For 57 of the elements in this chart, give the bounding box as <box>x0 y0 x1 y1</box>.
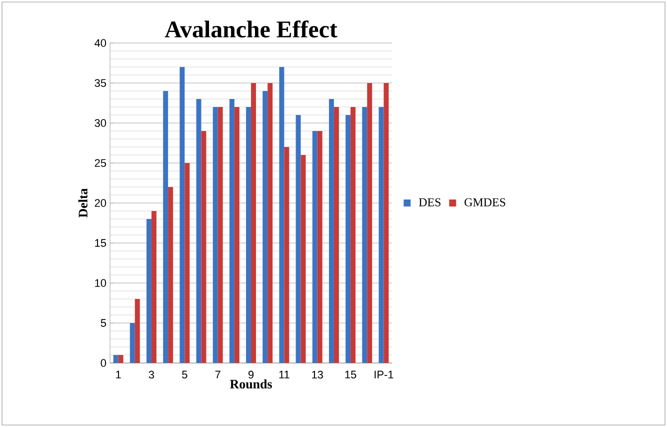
chart-title: Avalanche Effect <box>164 20 338 38</box>
bar <box>328 98 334 363</box>
bar <box>262 90 268 363</box>
y-tick-label: 25 <box>94 159 106 167</box>
bar <box>146 219 152 363</box>
y-tick-label: 35 <box>94 79 106 87</box>
bar <box>378 106 384 363</box>
x-tick-label: 15 <box>345 370 356 378</box>
x-tick-label: 3 <box>148 370 154 379</box>
bar <box>367 82 372 363</box>
bar <box>196 98 202 363</box>
bar <box>113 355 118 363</box>
bar <box>134 299 140 363</box>
x-tick-label: 11 <box>279 370 290 378</box>
x-tick-label: IP-1 <box>374 370 394 378</box>
bar <box>279 66 284 363</box>
bar <box>268 82 273 363</box>
y-tick-label: 40 <box>94 39 106 47</box>
x-tick-label: 7 <box>215 370 220 378</box>
bar <box>362 106 368 363</box>
bar <box>284 146 290 363</box>
bar <box>180 66 185 363</box>
y-tick-label: 5 <box>100 319 106 327</box>
bar <box>317 130 322 363</box>
bar <box>251 82 256 363</box>
bar <box>334 106 339 363</box>
y-axis-title: Delta <box>78 188 88 218</box>
y-tick-label: 10 <box>95 279 106 287</box>
bar <box>312 130 318 363</box>
x-axis-title: Rounds <box>230 379 272 389</box>
legend-label: DES <box>418 198 440 206</box>
legend-label: GMDES <box>464 198 506 206</box>
bar <box>212 106 218 363</box>
bar <box>163 90 168 363</box>
y-tick-label: 30 <box>94 119 106 127</box>
y-tick-label: 0 <box>100 359 106 367</box>
bar <box>201 130 206 363</box>
bar <box>234 106 240 363</box>
bar <box>350 106 356 363</box>
x-tick-label: 5 <box>182 370 188 378</box>
bar <box>118 355 124 363</box>
x-tick-label: 13 <box>312 370 323 379</box>
bar <box>229 98 234 363</box>
bar <box>184 162 190 363</box>
bar <box>168 187 174 363</box>
y-tick-label: 15 <box>95 239 106 247</box>
bar <box>246 106 252 363</box>
y-tick-label: 20 <box>94 199 106 207</box>
x-tick-label: 1 <box>116 370 121 378</box>
bar <box>151 211 156 363</box>
bar <box>218 106 223 363</box>
bar <box>346 114 351 363</box>
x-tick-label: 9 <box>248 370 254 379</box>
bar <box>130 323 135 363</box>
bar <box>384 82 389 363</box>
bar <box>296 114 301 363</box>
bar <box>300 154 306 363</box>
